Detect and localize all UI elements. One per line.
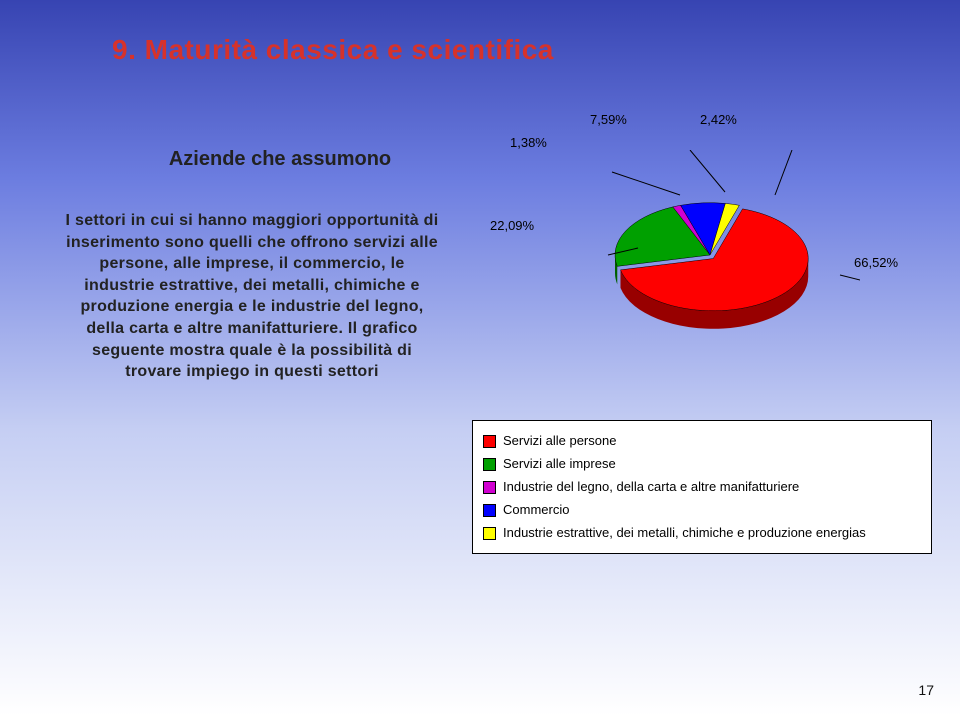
- body-text: I settori in cui si hanno maggiori oppor…: [62, 210, 442, 383]
- legend-swatch: [483, 481, 496, 494]
- legend-swatch: [483, 435, 496, 448]
- pie-slice-label: 2,42%: [700, 112, 737, 127]
- legend-swatch: [483, 504, 496, 517]
- legend-label: Commercio: [503, 499, 569, 521]
- subheading: Aziende che assumono: [100, 148, 460, 171]
- pie-svg: [560, 150, 860, 380]
- legend-swatch: [483, 527, 496, 540]
- legend-label: Servizi alle imprese: [503, 453, 616, 475]
- legend-item: Industrie del legno, della carta e altre…: [483, 476, 921, 498]
- legend: Servizi alle personeServizi alle imprese…: [472, 420, 932, 554]
- legend-item: Commercio: [483, 499, 921, 521]
- pie-slice-label: 66,52%: [854, 255, 898, 270]
- page-number: 17: [918, 682, 934, 698]
- pie-slice-label: 1,38%: [510, 135, 547, 150]
- pie-slice-label: 7,59%: [590, 112, 627, 127]
- legend-label: Industrie del legno, della carta e altre…: [503, 476, 799, 498]
- legend-item: Servizi alle imprese: [483, 453, 921, 475]
- legend-label: Servizi alle persone: [503, 430, 616, 452]
- pie-chart: 66,52%22,09%1,38%7,59%2,42%: [500, 120, 920, 400]
- legend-item: Industrie estrattive, dei metalli, chimi…: [483, 522, 921, 544]
- page-title: 9. Maturità classica e scientifica: [112, 34, 554, 66]
- legend-swatch: [483, 458, 496, 471]
- legend-label: Industrie estrattive, dei metalli, chimi…: [503, 522, 866, 544]
- legend-item: Servizi alle persone: [483, 430, 921, 452]
- pie-slice-label: 22,09%: [490, 218, 534, 233]
